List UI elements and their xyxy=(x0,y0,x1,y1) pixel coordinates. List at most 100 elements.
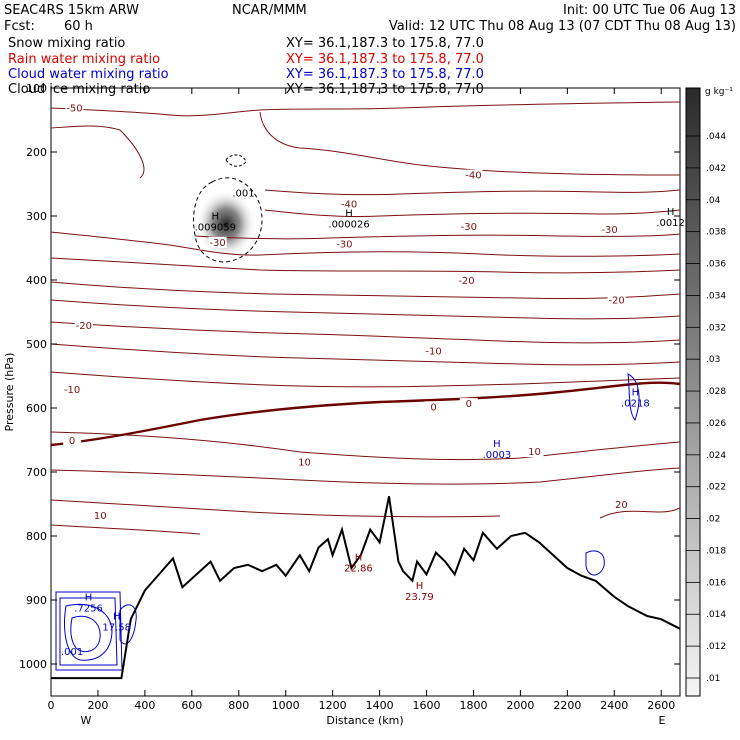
contour-label: 10 xyxy=(94,511,107,522)
colorbar-tick-label: .012 xyxy=(706,642,726,652)
colorbar-tick-label: .018 xyxy=(706,546,726,556)
y-tick-label: 500 xyxy=(26,338,47,351)
maximum-value: 22.86 xyxy=(344,564,373,575)
contour-label: 0 xyxy=(69,436,75,447)
maximum-marker: H xyxy=(416,581,424,592)
maximum-value: .0218 xyxy=(621,399,650,410)
contour-label: -10 xyxy=(64,385,80,396)
x-tick-label: 800 xyxy=(228,699,249,712)
maximum-marker: H xyxy=(113,612,121,623)
maximum-value: .001 xyxy=(61,647,83,658)
contour-labels: -50 -40 -40 -30 -30 -30 -30 -20 -20 -20 -10 -10 0 0 0 1… xyxy=(63,102,631,522)
field-name-snow: Snow mixing ratio xyxy=(8,36,125,51)
maximum-marker: H xyxy=(85,592,93,603)
contour-label: -50 xyxy=(66,103,82,114)
model-title: SEAC4RS 15km ARW xyxy=(4,3,139,18)
maximum-marker: H xyxy=(355,553,363,564)
colorbar-tick-label: .032 xyxy=(706,323,726,333)
y-tick-label: 1000 xyxy=(19,658,47,671)
colorbar: g kg⁻¹ .044 .042 .04 .038 .036 .034 .032 .03 .02… xyxy=(685,87,733,697)
contour-label-bg xyxy=(91,510,110,522)
contour-label-bg xyxy=(340,198,359,210)
colorbar-tick-label: .044 xyxy=(706,132,726,142)
freezing-level-line xyxy=(50,381,681,447)
contour-label: -20 xyxy=(458,276,474,287)
field-xy-cloud-water: XY= 36.1,187.3 to 175.8, 77.0 xyxy=(286,67,484,82)
ice-outline-small xyxy=(225,154,247,167)
maximum-value: .7256 xyxy=(74,603,103,614)
contour-label-bg xyxy=(65,102,84,114)
valid-time: Valid: 12 UTC Thu 08 Aug 13 (07 CDT Thu … xyxy=(389,19,736,34)
x-end-label-west: W xyxy=(81,714,92,727)
maximum-value: .0012 xyxy=(656,218,685,229)
x-axis-label: Distance (km) xyxy=(326,714,403,727)
x-end-label-east: E xyxy=(659,714,666,727)
contour-label: 0 xyxy=(466,399,472,410)
colorbar-tick-label: .04 xyxy=(706,196,721,206)
contour-label-bg xyxy=(612,499,631,511)
colorbar-tick-label: .026 xyxy=(706,419,726,429)
x-tick-label: 2600 xyxy=(647,699,675,712)
contour-label-bg xyxy=(74,320,93,331)
contour-label: -10 xyxy=(425,347,441,358)
contour-label: -30 xyxy=(209,238,225,249)
x-tick-label: 1000 xyxy=(272,699,300,712)
contour-label: 10 xyxy=(528,447,541,458)
maximum-value: 23.79 xyxy=(405,592,434,603)
temperature-contours xyxy=(50,101,681,535)
maximum-value: .000026 xyxy=(328,219,369,230)
x-tick-label: 200 xyxy=(87,699,108,712)
contour-label: -40 xyxy=(341,199,357,210)
colorbar-tick-label: .036 xyxy=(706,260,726,270)
colorbar-tick-label: .024 xyxy=(706,451,726,461)
x-tick-label: 2200 xyxy=(553,699,581,712)
contour-label-bg xyxy=(607,294,626,306)
maximum-marker: H xyxy=(212,212,220,223)
field-xy-rain: XY= 36.1,187.3 to 175.8, 77.0 xyxy=(286,52,484,67)
contour-label-bg xyxy=(63,384,82,395)
y-tick-label: 700 xyxy=(26,466,47,479)
contour-label-bg xyxy=(424,345,443,357)
x-axis: 0 200 400 600 800 1000 1200 1400 1600 1800 2000 220… xyxy=(48,88,675,712)
colorbar-tick-label: .028 xyxy=(706,387,726,397)
y-axis-label: Pressure (hPa) xyxy=(3,353,16,432)
terrain-profile xyxy=(51,496,681,680)
x-tick-label: 2000 xyxy=(506,699,534,712)
contour-label-bg xyxy=(335,238,354,250)
colorbar-tick-label: .042 xyxy=(706,164,726,174)
colorbar-tick-label: .034 xyxy=(706,291,726,301)
field-name-cloud-water: Cloud water mixing ratio xyxy=(8,67,169,82)
contour-label-bg xyxy=(424,401,443,413)
maximum-value: .009059 xyxy=(195,223,236,234)
field-name-rain: Rain water mixing ratio xyxy=(8,52,160,67)
field-name-cloud-ice: Cloud ice mixing ratio xyxy=(8,82,150,97)
colorbar-tick-label: .014 xyxy=(706,610,726,620)
field-xy-cloud-ice: XY= 36.1,187.3 to 175.8, 77.0 xyxy=(286,82,484,97)
colorbar-tick-label: .03 xyxy=(706,355,720,365)
contour-label: -30 xyxy=(601,225,617,236)
contour-label: 0 xyxy=(430,402,436,413)
maximum-marker: H xyxy=(667,207,675,218)
x-tick-label: 0 xyxy=(48,699,55,712)
contour-label-bg xyxy=(459,220,478,232)
x-tick-label: 2400 xyxy=(600,699,628,712)
init-time: Init: 00 UTC Tue 06 Aug 13 xyxy=(563,3,736,18)
maxima-labels: H.009059H.000026H.0012.001H.0218H.0003H2… xyxy=(61,189,685,658)
maximum-value: 17.58 xyxy=(102,623,131,634)
x-tick-label: 400 xyxy=(134,699,155,712)
maximum-marker: H xyxy=(345,208,353,219)
fcst-label: Fcst: xyxy=(4,19,35,34)
field-xy-snow: XY= 36.1,187.3 to 175.8, 77.0 xyxy=(286,36,484,51)
header: SEAC4RS 15km ARW NCAR/MMM Init: 00 UTC T… xyxy=(4,3,736,97)
y-tick-label: 200 xyxy=(26,146,47,159)
contour-label: -20 xyxy=(608,295,624,306)
y-tick-label: 900 xyxy=(26,594,47,607)
colorbar-tick-label: .022 xyxy=(706,483,726,493)
contour-label: -40 xyxy=(465,171,481,182)
y-tick-label: 100 xyxy=(26,82,47,95)
y-tick-label: 300 xyxy=(26,210,47,223)
x-tick-label: 1600 xyxy=(413,699,441,712)
colorbar-tick-label: .038 xyxy=(706,228,726,238)
